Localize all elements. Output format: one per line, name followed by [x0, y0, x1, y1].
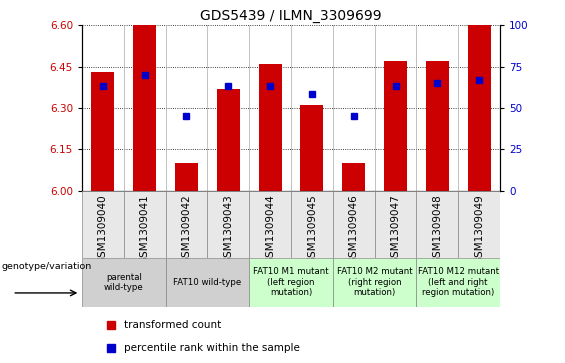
- Bar: [207, 191, 249, 258]
- Text: GSM1309040: GSM1309040: [98, 194, 108, 264]
- Text: GSM1309042: GSM1309042: [181, 194, 192, 264]
- Bar: [82, 191, 124, 258]
- Text: transformed count: transformed count: [124, 321, 221, 330]
- Bar: [124, 191, 166, 258]
- Text: FAT10 M12 mutant
(left and right
region mutation): FAT10 M12 mutant (left and right region …: [418, 267, 499, 297]
- Text: GSM1309046: GSM1309046: [349, 194, 359, 264]
- Bar: [416, 191, 458, 258]
- Text: parental
wild-type: parental wild-type: [104, 273, 144, 292]
- Bar: [166, 191, 207, 258]
- Bar: [249, 258, 333, 307]
- Bar: [301, 105, 323, 191]
- Bar: [468, 25, 490, 191]
- Bar: [175, 163, 198, 191]
- Bar: [426, 61, 449, 191]
- Bar: [133, 25, 156, 191]
- Text: FAT10 wild-type: FAT10 wild-type: [173, 278, 241, 287]
- Bar: [458, 191, 500, 258]
- Text: GSM1309045: GSM1309045: [307, 194, 317, 264]
- Text: GSM1309047: GSM1309047: [390, 194, 401, 264]
- Bar: [92, 72, 114, 191]
- Bar: [82, 258, 166, 307]
- Text: FAT10 M1 mutant
(left region
mutation): FAT10 M1 mutant (left region mutation): [253, 267, 329, 297]
- Title: GDS5439 / ILMN_3309699: GDS5439 / ILMN_3309699: [200, 9, 382, 23]
- Bar: [416, 258, 500, 307]
- Bar: [249, 191, 291, 258]
- Bar: [166, 258, 249, 307]
- Text: percentile rank within the sample: percentile rank within the sample: [124, 343, 299, 352]
- Text: genotype/variation: genotype/variation: [2, 262, 92, 271]
- Bar: [384, 61, 407, 191]
- Bar: [217, 89, 240, 191]
- Text: FAT10 M2 mutant
(right region
mutation): FAT10 M2 mutant (right region mutation): [337, 267, 412, 297]
- Bar: [291, 191, 333, 258]
- Text: GSM1309043: GSM1309043: [223, 194, 233, 264]
- Text: GSM1309044: GSM1309044: [265, 194, 275, 264]
- Bar: [342, 163, 365, 191]
- Bar: [259, 64, 281, 191]
- Bar: [375, 191, 416, 258]
- Bar: [333, 258, 416, 307]
- Text: GSM1309041: GSM1309041: [140, 194, 150, 264]
- Text: GSM1309049: GSM1309049: [474, 194, 484, 264]
- Text: GSM1309048: GSM1309048: [432, 194, 442, 264]
- Bar: [333, 191, 375, 258]
